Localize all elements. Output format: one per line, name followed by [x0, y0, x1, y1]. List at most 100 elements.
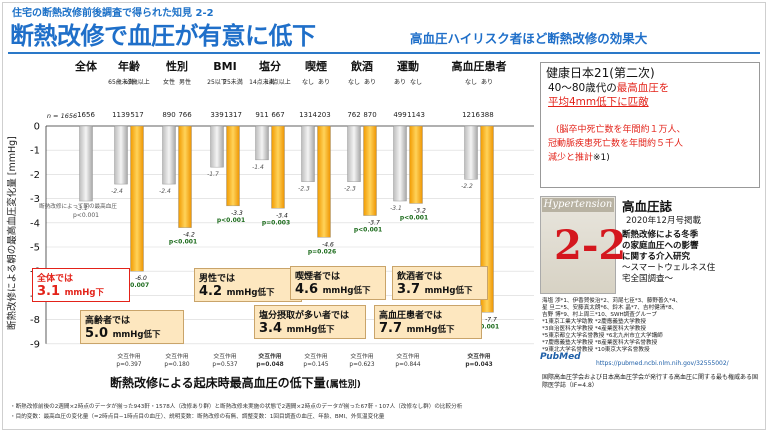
reference-line2: 平均4mm低下に匹敵 — [548, 94, 649, 109]
category-label: 年齢 — [118, 59, 141, 73]
paper-desc-line: ～スマートウェルネス住 — [622, 263, 716, 273]
category-label: 喫煙 — [305, 59, 327, 73]
bar-value-label: -3.2 — [414, 207, 426, 214]
p-value-label: p<0.001 — [471, 323, 499, 330]
reference-note-c-ref: ※1) — [593, 153, 610, 163]
bar — [226, 125, 240, 207]
bar-value-label: -6.0 — [135, 275, 147, 282]
n-label: n = 1656 — [47, 112, 77, 120]
pubmed-link[interactable]: https://pubmed.ncbi.nlm.nih.gov/32555002… — [596, 360, 729, 367]
callout-title: 男性では — [199, 274, 236, 284]
bar-value-label: -1.4 — [252, 164, 264, 171]
callout-unit: mmHg下 — [64, 288, 104, 298]
slide-subtitle: 住宅の断熱改修前後調査で得られた知見 2-2 — [12, 8, 214, 19]
n-value: 667 — [271, 111, 284, 119]
y-tick-label: -4 — [30, 218, 40, 229]
n-value: 1656 — [77, 111, 95, 119]
callout-title: 塩分摂取が多い者では — [259, 311, 350, 321]
n-value: 203 — [317, 111, 330, 119]
n-value: 1314 — [299, 111, 317, 119]
baseline-annotation: 断熱改修によって朝の最高血圧 — [39, 202, 117, 210]
n-value: 762 — [347, 111, 360, 119]
author-list: 海塩 渉*1、伊香賀俊治*2、苅尾七臣*3、藤野善久*4、 星 旦二*5、安藤真… — [542, 298, 762, 354]
footnote: ・目的変数：最高血圧の変化量（=2時点目−1時点目の血圧）、説明変数：断熱改修の… — [10, 414, 385, 420]
n-value: 1317 — [224, 111, 242, 119]
slide-title-sub: 高血圧ハイリスク者ほど断熱改修の効果大 — [410, 31, 648, 46]
n-value: 517 — [130, 111, 143, 119]
slide-title: 断熱改修で血圧が有意に低下 — [10, 22, 316, 50]
journal-cover-number: 2-2 — [554, 222, 627, 269]
reference-note-c: 減少と推計※1) — [548, 150, 610, 163]
sub-category-label: 14点以上 — [265, 78, 291, 86]
interaction-p-value: p=0.623 — [349, 362, 374, 368]
author-line: 海塩 渉*1、伊香賀俊治*2、苅尾七臣*3、藤野善久*4、 — [542, 298, 682, 304]
interaction-label: 交互作用 — [213, 352, 236, 360]
sub-category-label: なし — [465, 79, 477, 86]
callout-hypertension: 高血圧患者では 7.7 mmHg低下 — [374, 305, 482, 339]
callout-title: 高血圧患者では — [379, 311, 443, 321]
interaction-p-value: p=0.048 — [256, 362, 283, 368]
reference-panel — [540, 62, 760, 188]
bar-value-label: -2.3 — [298, 186, 310, 193]
callout-title: 全体では — [37, 274, 74, 284]
sub-category-label: あり — [481, 79, 493, 86]
bar — [363, 125, 377, 216]
x-axis-label: 断熱改修による起床時最高血圧の低下量(属性別) — [110, 374, 361, 391]
y-axis-label: 断熱改修による朝の最高血圧変化量 [mmHg] — [7, 136, 18, 330]
p-value-label: p<0.001 — [73, 212, 99, 219]
n-value: 499 — [393, 111, 406, 119]
bar — [114, 125, 128, 185]
bar-chart: 0-1-2-3-4-5-6-7-8-9n = 1656全体1656-3.1p<0… — [30, 59, 534, 368]
category-label: 塩分 — [259, 59, 281, 73]
paper-desc-line: に関する介入研究 — [622, 252, 691, 262]
bar — [162, 125, 176, 185]
interaction-label: 交互作用 — [350, 352, 373, 360]
x-axis-label-main: 断熱改修による起床時最高血圧の低下量 — [110, 376, 326, 390]
callout-unit: mmHg低下 — [286, 325, 335, 335]
category-label: 飲酒 — [350, 59, 373, 73]
reference-line1-a: 40～80歳代の — [548, 82, 617, 94]
category-label: 性別 — [166, 59, 188, 73]
category-label: 全体 — [74, 59, 98, 73]
callout-value: 5.0 — [85, 326, 109, 341]
category-label: 高血圧患者 — [452, 59, 507, 73]
bar-value-label: -3.4 — [276, 212, 288, 219]
bar-value-label: -4.2 — [183, 232, 195, 239]
callout-smoker: 喫煙者では 4.6 mmHg低下 — [290, 266, 386, 300]
callout-unit: mmHg低下 — [322, 286, 371, 296]
interaction-label: 交互作用 — [396, 352, 419, 360]
reference-line1-b: 最高血圧を — [616, 82, 670, 94]
callout-value: 4.6 — [295, 282, 319, 297]
bar — [255, 125, 269, 161]
author-line: 吉野 博*9、村上周三*10、SWH調査グループ — [542, 312, 657, 318]
callout-value: 3.1 — [37, 284, 61, 299]
sub-category-label: なし — [348, 79, 360, 86]
sub-category-label: なし — [302, 79, 314, 86]
sub-category-label: 25以下 — [207, 79, 227, 86]
sub-category-label: 14点未満 — [249, 78, 275, 86]
journal-cover-image — [540, 196, 616, 294]
sub-category-label: あり — [318, 79, 330, 86]
n-value: 388 — [480, 111, 493, 119]
bar-value-label: -1.7 — [207, 171, 219, 178]
sub-category-label: 女性 — [163, 78, 175, 86]
p-value-label: p<0.001 — [400, 214, 428, 221]
interaction-label: 交互作用 — [165, 352, 188, 360]
reference-note-b: 冠動脈疾患死亡数を年間約５千人 — [548, 139, 684, 149]
callout-value: 3.7 — [397, 282, 421, 297]
pubmed-logo: PubMed — [540, 352, 581, 362]
p-value-label: p=0.007 — [121, 282, 149, 289]
journal-cover-title: Hypertension — [542, 198, 614, 212]
callout-unit: mmHg低下 — [424, 286, 473, 296]
bar-value-label: -3.7 — [368, 220, 380, 227]
reference-note-c-text: 減少と推計 — [548, 153, 594, 163]
sub-category-label: あり — [364, 79, 376, 86]
n-value: 911 — [255, 111, 268, 119]
callout-salt: 塩分摂取が多い者では 3.4 mmHg低下 — [254, 305, 366, 339]
callout-elderly: 高齢者では 5.0 mmHg低下 — [80, 310, 184, 344]
author-line: *1東京工業大学助教 *2慶應義塾大学教授 — [542, 319, 646, 325]
p-value-label: p=0.003 — [262, 219, 290, 226]
sub-category-label: 65歳以上 — [124, 78, 150, 86]
n-value: 890 — [162, 111, 175, 119]
y-tick-label: -1 — [30, 146, 40, 157]
